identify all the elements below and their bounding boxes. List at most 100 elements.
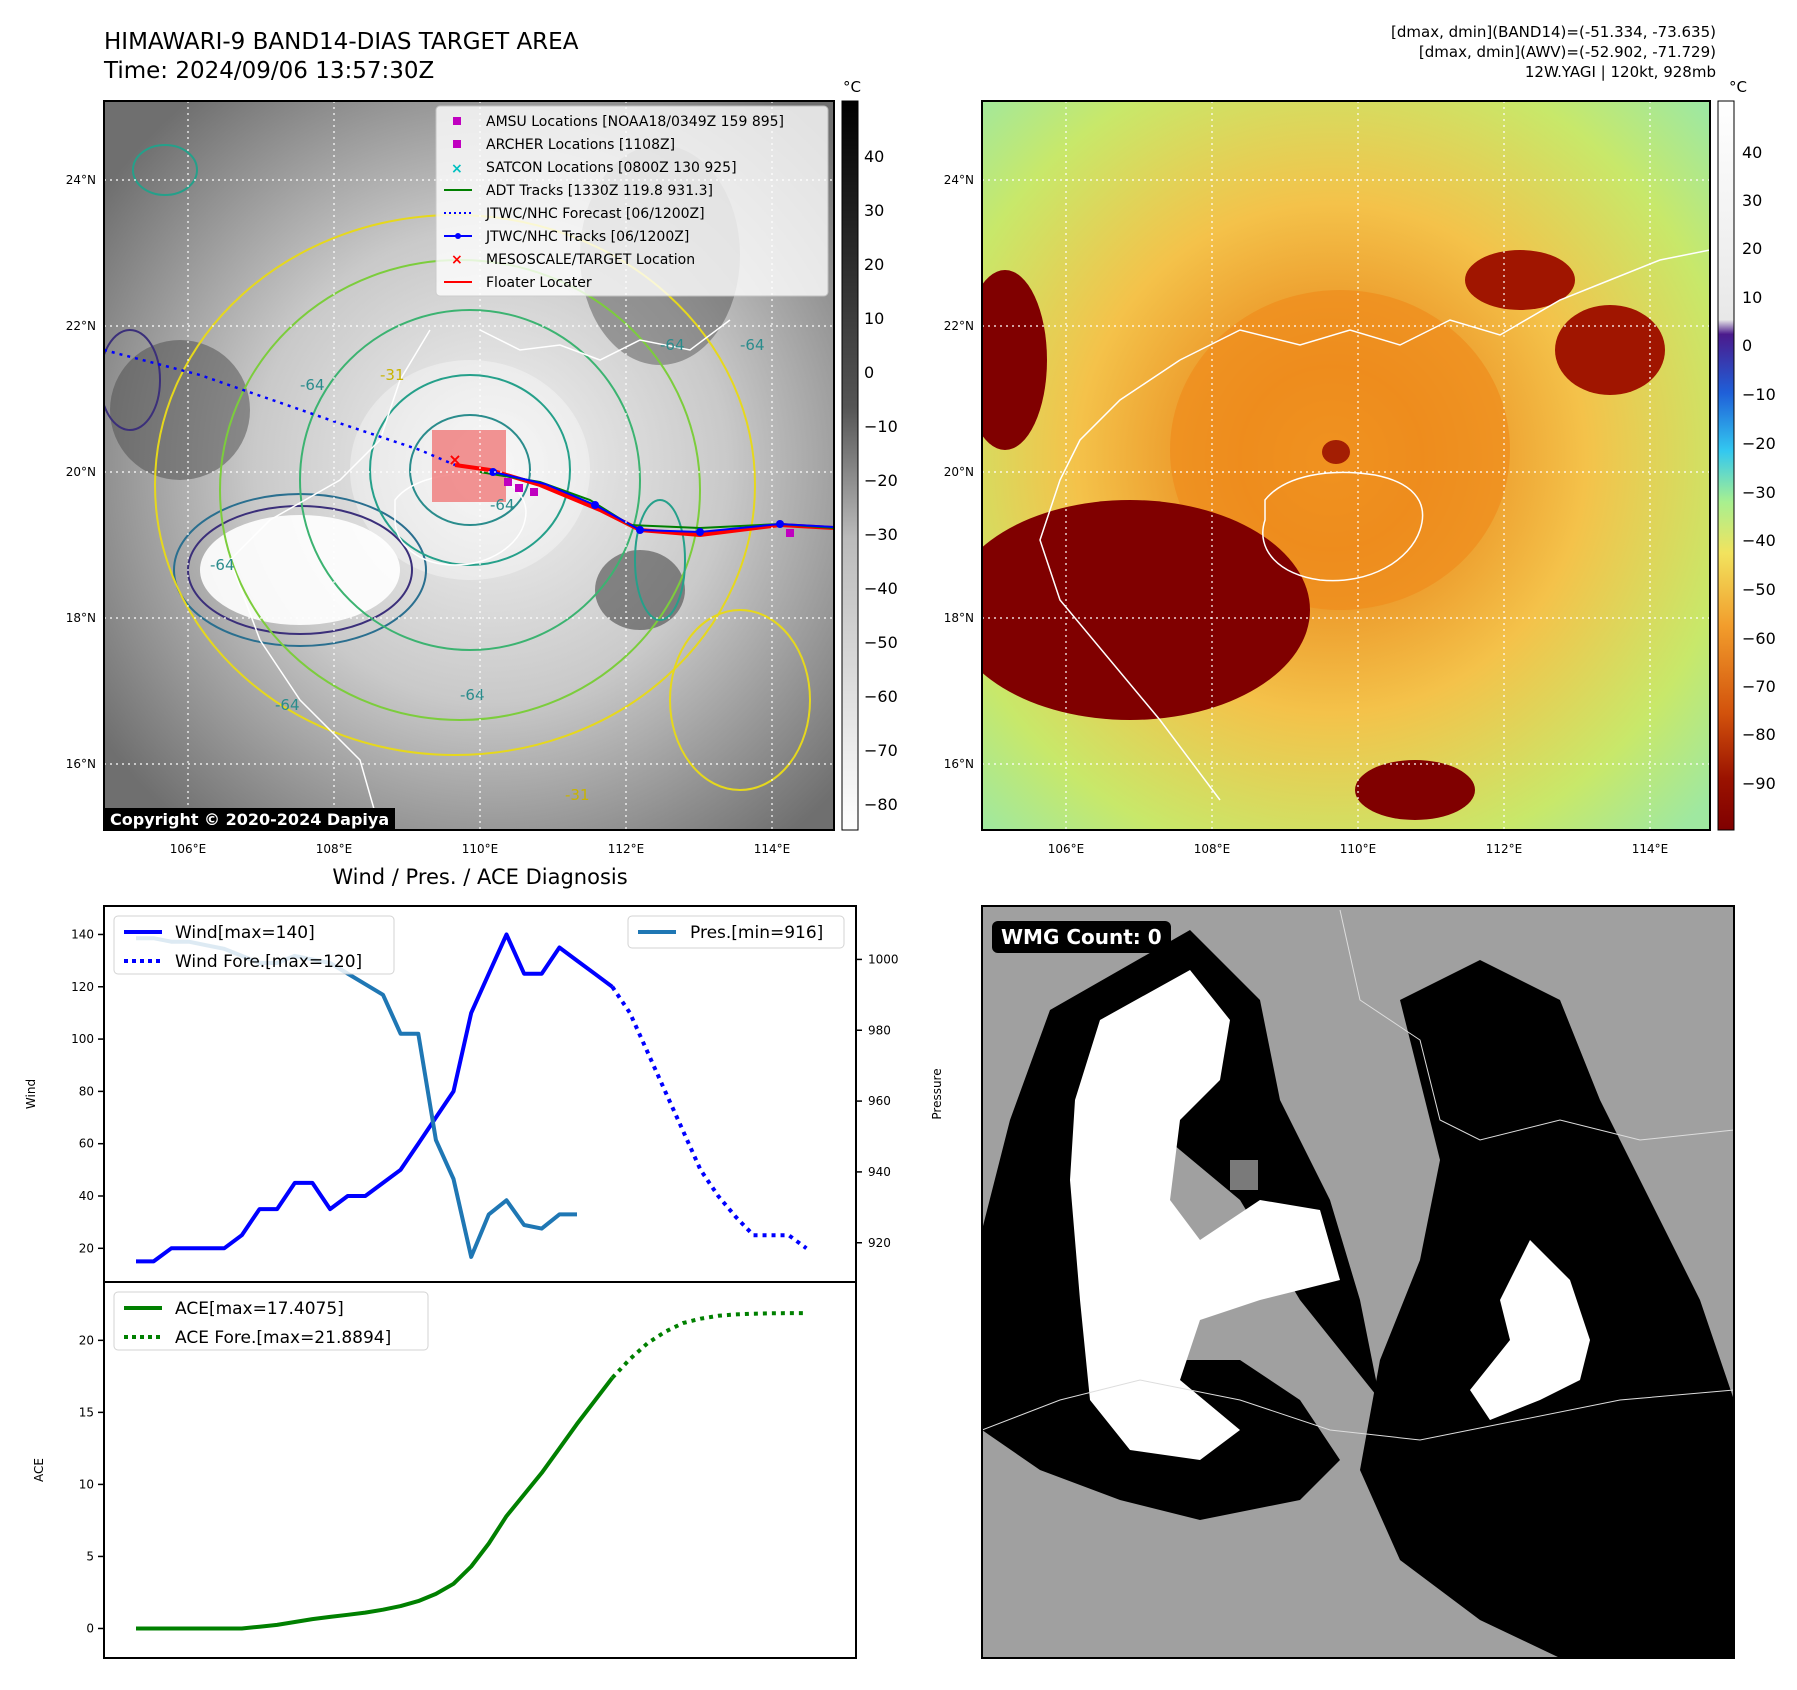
svg-text:24°N: 24°N <box>944 173 974 187</box>
ir-cloud-features: × -64 -64 -64 -64 -64 -64 -64 -31 -31 <box>104 101 834 830</box>
svg-text:×: × <box>451 161 463 177</box>
svg-text:22°N: 22°N <box>66 319 96 333</box>
legend-jtwc-forecast: JTWC/NHC Forecast [06/1200Z] <box>485 206 705 222</box>
ace-series-group <box>136 1311 807 1631</box>
y-tick-label: 80 <box>79 1084 94 1098</box>
figure-title: HIMAWARI-9 BAND14-DIAS TARGET AREA <box>104 29 579 55</box>
y-right-tick-label: 980 <box>868 1023 891 1037</box>
legend-wind-forecast: Wind Fore.[max=120] <box>175 952 362 972</box>
svg-text:20°N: 20°N <box>944 465 974 479</box>
legend-amsu: AMSU Locations [NOAA18/0349Z 159 895] <box>486 114 784 130</box>
svg-text:-64: -64 <box>300 376 325 394</box>
svg-text:−60: −60 <box>1742 629 1776 648</box>
legend-satcon: SATCON Locations [0800Z 130 925] <box>486 160 737 176</box>
figure-time: Time: 2024/09/06 13:57:30Z <box>104 58 435 84</box>
svg-text:−40: −40 <box>864 579 898 598</box>
svg-text:106°E: 106°E <box>170 842 207 856</box>
y-tick-label: 140 <box>71 927 94 941</box>
svg-text:20°N: 20°N <box>66 465 96 479</box>
wmg-pattern <box>982 909 1734 1658</box>
svg-text:−70: −70 <box>864 741 898 760</box>
awv-lat-labels: 24°N 22°N 20°N 18°N 16°N <box>944 173 974 771</box>
svg-text:110°E: 110°E <box>1340 842 1377 856</box>
svg-text:−80: −80 <box>1742 725 1776 744</box>
ace-axis-label: ACE <box>32 1458 46 1482</box>
legend-pressure: Pres.[min=916] <box>690 923 823 943</box>
svg-text:−60: −60 <box>864 687 898 706</box>
awv-gridlines <box>982 101 1710 830</box>
awv-colorbar-unit: °C <box>1729 78 1747 96</box>
svg-text:−30: −30 <box>864 525 898 544</box>
svg-text:114°E: 114°E <box>754 842 791 856</box>
svg-text:112°E: 112°E <box>608 842 645 856</box>
svg-text:-64: -64 <box>740 336 765 354</box>
legend-adt: ADT Tracks [1330Z 119.8 931.3] <box>486 183 713 199</box>
svg-text:×: × <box>451 252 463 268</box>
legend-ace-forecast: ACE Fore.[max=21.8894] <box>175 1328 391 1348</box>
svg-text:−50: −50 <box>1742 580 1776 599</box>
ace-line <box>136 1376 614 1631</box>
svg-text:40: 40 <box>1742 143 1762 162</box>
pressure-legend: Pres.[min=916] <box>627 915 845 949</box>
svg-text:112°E: 112°E <box>1486 842 1523 856</box>
awv-lon-labels: 106°E 108°E 110°E 112°E 114°E <box>1048 842 1669 856</box>
svg-text:16°N: 16°N <box>66 757 96 771</box>
legend-jtwc-tracks: JTWC/NHC Tracks [06/1200Z] <box>485 229 689 245</box>
svg-text:0: 0 <box>864 363 874 382</box>
ir-lon-labels: 106°E 108°E 110°E 112°E 114°E <box>170 842 791 856</box>
wind-axis-label: Wind <box>24 1079 38 1109</box>
svg-text:-64: -64 <box>210 556 235 574</box>
svg-text:106°E: 106°E <box>1048 842 1085 856</box>
y-tick-label: 20 <box>79 1333 94 1347</box>
wind-line <box>136 932 614 1264</box>
svg-text:18°N: 18°N <box>66 611 96 625</box>
wmg-panel <box>981 905 1735 1659</box>
svg-text:40: 40 <box>864 147 884 166</box>
ir-lat-labels: 24°N 22°N 20°N 18°N 16°N <box>66 173 96 771</box>
svg-text:108°E: 108°E <box>316 842 353 856</box>
svg-text:-64: -64 <box>660 336 685 354</box>
y-right-tick-label: 1000 <box>868 952 899 966</box>
ace-chart: 20 15 10 5 0 ACE ACE[max=17.4075] ACE Fore.[… <box>32 1281 857 1659</box>
ace-legend: ACE[max=17.4075] ACE Fore.[max=21.8894] <box>113 1291 429 1351</box>
map-legend: × × AMSU Locations [NOAA18/0349Z 159 895… <box>435 105 829 297</box>
wind-y-ticks: 140 120 100 80 60 40 20 <box>71 927 104 1255</box>
pressure-axis-label: Pressure <box>930 1068 944 1119</box>
jtwc-track-points <box>489 468 784 536</box>
svg-text:114°E: 114°E <box>1632 842 1669 856</box>
dmax-awv: [dmax, dmin](AWV)=(-52.902, -71.729) <box>1418 43 1716 61</box>
svg-text:10: 10 <box>1742 288 1762 307</box>
awv-colorbar <box>1717 100 1735 831</box>
svg-text:10: 10 <box>864 309 884 328</box>
y-tick-label: 15 <box>79 1405 94 1419</box>
svg-text:-64: -64 <box>460 686 485 704</box>
svg-text:−30: −30 <box>1742 483 1776 502</box>
legend-floater: Floater Locater <box>486 275 592 291</box>
svg-text:-31: -31 <box>565 786 590 804</box>
svg-text:20: 20 <box>864 255 884 274</box>
contour-labels: -64 -64 -64 -64 -64 -64 -64 -31 -31 <box>210 336 765 804</box>
awv-features <box>982 101 1710 830</box>
wind-pressure-chart: Wind / Pres. / ACE Diagnosis 140 120 100 80… <box>24 865 944 1283</box>
ir-map-panel: × -64 -64 -64 -64 -64 -64 -64 -31 -31 <box>66 78 898 856</box>
svg-text:−70: −70 <box>1742 677 1776 696</box>
copyright-badge: Copyright © 2020-2024 Dapiya <box>104 808 396 831</box>
y-right-tick-label: 920 <box>868 1236 891 1250</box>
legend-wind: Wind[max=140] <box>175 923 315 943</box>
svg-text:0: 0 <box>1742 336 1752 355</box>
svg-text:-64: -64 <box>490 496 515 514</box>
svg-text:108°E: 108°E <box>1194 842 1231 856</box>
ir-colorbar-unit: °C <box>843 78 861 96</box>
legend-target: MESOSCALE/TARGET Location <box>486 252 695 268</box>
svg-text:−10: −10 <box>1742 385 1776 404</box>
svg-text:−90: −90 <box>1742 774 1776 793</box>
y-tick-label: 60 <box>79 1137 94 1151</box>
y-tick-label: 100 <box>71 1032 94 1046</box>
svg-text:22°N: 22°N <box>944 319 974 333</box>
dmax-band14: [dmax, dmin](BAND14)=(-51.334, -73.635) <box>1391 23 1716 41</box>
ir-colorbar <box>841 100 859 831</box>
y-tick-label: 120 <box>71 980 94 994</box>
awv-map-panel: 24°N 22°N 20°N 18°N 16°N 106°E 108°E 110… <box>944 78 1776 856</box>
svg-text:-31: -31 <box>380 366 405 384</box>
awv-colorbar-ticks: 40 30 20 10 0 −10 −20 −30 −40 −50 −60 −7… <box>1742 143 1776 793</box>
